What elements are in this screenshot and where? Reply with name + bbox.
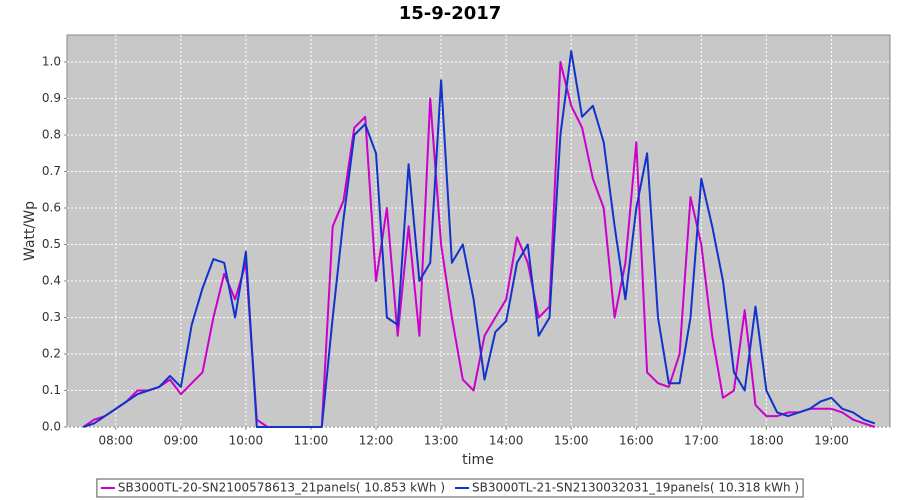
series-line	[82, 61, 876, 428]
y-tick-label: 0.2	[42, 347, 61, 361]
y-tick-label: 0.6	[42, 201, 61, 215]
y-tick-label: 0.3	[42, 310, 61, 324]
series-line	[82, 50, 876, 428]
y-tick-label: 1.0	[42, 55, 61, 69]
legend-label: SB3000TL-20-SN2100578613_21panels( 10.85…	[118, 481, 445, 495]
y-axis-label: Watt/Wp	[22, 201, 38, 261]
legend-box	[96, 478, 804, 498]
y-tick-label: 0.1	[42, 383, 61, 397]
x-tick-label: 17:00	[684, 434, 719, 448]
chart-title: 15-9-2017	[399, 3, 502, 24]
x-tick-label: 08:00	[98, 434, 133, 448]
legend-label: SB3000TL-21-SN2130032031_19panels( 10.31…	[472, 481, 799, 495]
y-tick-label: 0.7	[42, 164, 61, 178]
x-tick-label: 14:00	[489, 434, 524, 448]
x-tick-label: 13:00	[424, 434, 459, 448]
y-tick-label: 0.5	[42, 237, 61, 251]
x-tick-label: 19:00	[814, 434, 849, 448]
y-tick-label: 0.0	[42, 420, 61, 434]
y-tick-label: 0.9	[42, 91, 61, 105]
x-tick-label: 09:00	[164, 434, 199, 448]
x-tick-label: 12:00	[359, 434, 394, 448]
x-tick-label: 16:00	[619, 434, 654, 448]
x-tick-label: 11:00	[294, 434, 329, 448]
y-tick-label: 0.4	[42, 274, 61, 288]
legend: SB3000TL-20-SN2100578613_21panels( 10.85…	[96, 478, 804, 498]
x-tick-label: 15:00	[554, 434, 589, 448]
y-tick-label: 0.8	[42, 128, 61, 142]
x-tick-label: 10:00	[229, 434, 264, 448]
x-axis-label: time	[462, 452, 494, 468]
x-tick-label: 18:00	[749, 434, 784, 448]
